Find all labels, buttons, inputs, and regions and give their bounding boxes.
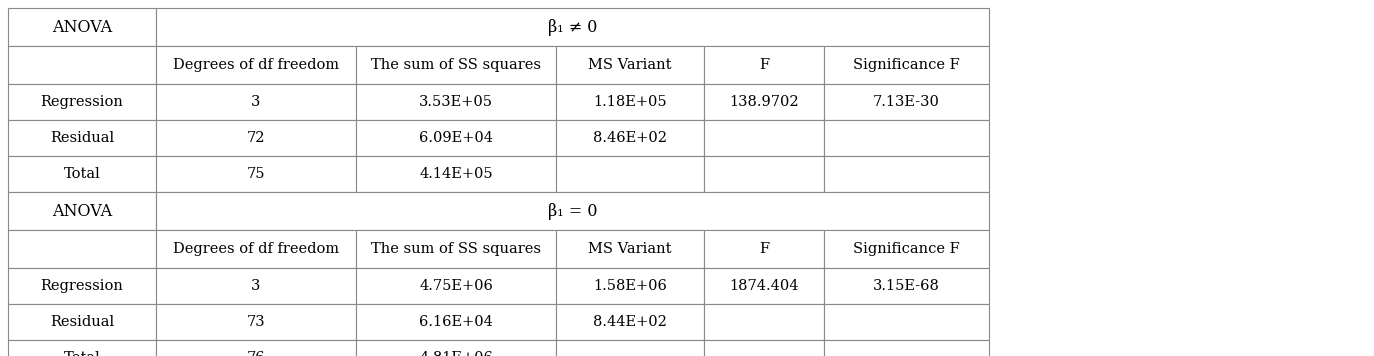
Bar bbox=[356, 230, 556, 268]
Bar bbox=[703, 304, 824, 340]
Text: Significance F: Significance F bbox=[853, 242, 960, 256]
Text: 138.9702: 138.9702 bbox=[730, 95, 798, 109]
Bar bbox=[703, 156, 824, 192]
Bar bbox=[824, 84, 989, 120]
Bar bbox=[703, 46, 824, 84]
Text: 4.14E+05: 4.14E+05 bbox=[419, 167, 493, 181]
Bar bbox=[157, 230, 356, 268]
Text: 3.53E+05: 3.53E+05 bbox=[419, 95, 493, 109]
Text: 75: 75 bbox=[247, 167, 265, 181]
Bar bbox=[703, 230, 824, 268]
Bar bbox=[157, 340, 356, 356]
Text: 3: 3 bbox=[251, 279, 261, 293]
Text: Significance F: Significance F bbox=[853, 58, 960, 72]
Bar bbox=[8, 8, 157, 46]
Text: Total: Total bbox=[63, 351, 100, 356]
Bar bbox=[157, 8, 989, 46]
Bar bbox=[703, 340, 824, 356]
Text: Residual: Residual bbox=[49, 131, 114, 145]
Text: ANOVA: ANOVA bbox=[52, 203, 113, 220]
Text: F: F bbox=[758, 242, 769, 256]
Bar bbox=[8, 340, 157, 356]
Text: 8.46E+02: 8.46E+02 bbox=[594, 131, 666, 145]
Bar bbox=[824, 46, 989, 84]
Bar bbox=[356, 46, 556, 84]
Bar bbox=[157, 192, 989, 230]
Text: Residual: Residual bbox=[49, 315, 114, 329]
Bar bbox=[157, 84, 356, 120]
Bar bbox=[824, 268, 989, 304]
Text: 73: 73 bbox=[247, 315, 265, 329]
Bar bbox=[8, 192, 157, 230]
Bar bbox=[824, 156, 989, 192]
Text: Regression: Regression bbox=[41, 95, 124, 109]
Bar bbox=[556, 340, 703, 356]
Bar bbox=[703, 120, 824, 156]
Bar bbox=[8, 156, 157, 192]
Bar bbox=[556, 84, 703, 120]
Bar bbox=[703, 84, 824, 120]
Bar bbox=[556, 156, 703, 192]
Bar bbox=[556, 230, 703, 268]
Text: MS Variant: MS Variant bbox=[588, 58, 672, 72]
Text: Total: Total bbox=[63, 167, 100, 181]
Text: 1.58E+06: 1.58E+06 bbox=[594, 279, 666, 293]
Bar bbox=[8, 268, 157, 304]
Text: 4.75E+06: 4.75E+06 bbox=[419, 279, 493, 293]
Text: The sum of SS squares: The sum of SS squares bbox=[371, 58, 541, 72]
Bar bbox=[356, 120, 556, 156]
Text: 76: 76 bbox=[247, 351, 265, 356]
Bar bbox=[356, 340, 556, 356]
Text: 8.44E+02: 8.44E+02 bbox=[594, 315, 666, 329]
Bar bbox=[556, 268, 703, 304]
Text: F: F bbox=[758, 58, 769, 72]
Bar bbox=[824, 120, 989, 156]
Text: The sum of SS squares: The sum of SS squares bbox=[371, 242, 541, 256]
Text: 6.16E+04: 6.16E+04 bbox=[419, 315, 493, 329]
Bar bbox=[8, 120, 157, 156]
Text: 1.18E+05: 1.18E+05 bbox=[594, 95, 666, 109]
Bar bbox=[157, 46, 356, 84]
Bar bbox=[356, 84, 556, 120]
Text: 4.81E+06: 4.81E+06 bbox=[419, 351, 493, 356]
Bar bbox=[356, 268, 556, 304]
Bar bbox=[157, 304, 356, 340]
Text: MS Variant: MS Variant bbox=[588, 242, 672, 256]
Bar bbox=[8, 46, 157, 84]
Text: β₁ = 0: β₁ = 0 bbox=[548, 203, 598, 220]
Bar bbox=[824, 304, 989, 340]
Bar bbox=[556, 120, 703, 156]
Bar bbox=[556, 304, 703, 340]
Bar bbox=[356, 304, 556, 340]
Text: Degrees of df freedom: Degrees of df freedom bbox=[173, 242, 339, 256]
Text: 1874.404: 1874.404 bbox=[730, 279, 798, 293]
Bar bbox=[824, 340, 989, 356]
Text: 72: 72 bbox=[247, 131, 265, 145]
Text: 3: 3 bbox=[251, 95, 261, 109]
Text: 6.09E+04: 6.09E+04 bbox=[419, 131, 493, 145]
Text: Regression: Regression bbox=[41, 279, 124, 293]
Bar bbox=[356, 156, 556, 192]
Text: β₁ ≠ 0: β₁ ≠ 0 bbox=[548, 19, 598, 36]
Bar bbox=[8, 230, 157, 268]
Bar bbox=[703, 268, 824, 304]
Bar bbox=[8, 304, 157, 340]
Bar bbox=[157, 268, 356, 304]
Bar bbox=[157, 156, 356, 192]
Text: Degrees of df freedom: Degrees of df freedom bbox=[173, 58, 339, 72]
Text: 7.13E-30: 7.13E-30 bbox=[872, 95, 940, 109]
Text: 3.15E-68: 3.15E-68 bbox=[872, 279, 940, 293]
Bar bbox=[556, 46, 703, 84]
Bar bbox=[157, 120, 356, 156]
Text: ANOVA: ANOVA bbox=[52, 19, 113, 36]
Bar bbox=[824, 230, 989, 268]
Bar bbox=[8, 84, 157, 120]
